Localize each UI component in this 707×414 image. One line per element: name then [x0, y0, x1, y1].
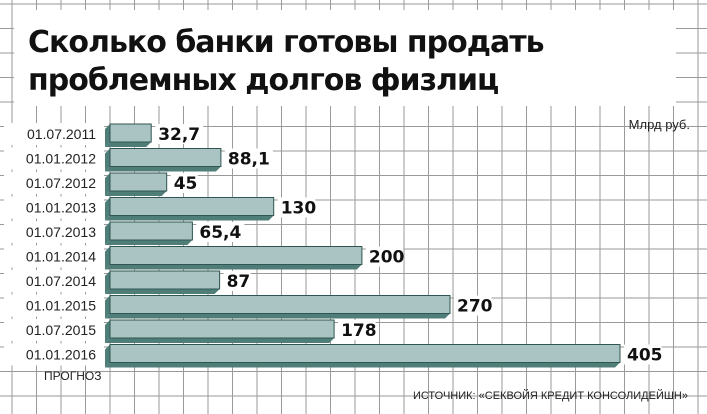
- value-label: 45: [174, 174, 198, 194]
- category-label: 01.01.2013: [26, 200, 96, 216]
- bar: [109, 123, 152, 143]
- category-label: 01.07.2015: [26, 322, 96, 338]
- value-label-background: [454, 295, 492, 316]
- value-label: 87: [227, 272, 251, 292]
- bar-side: [105, 124, 110, 147]
- date-label-background: [4, 343, 104, 366]
- bar-side: [105, 344, 110, 368]
- bar-shadow: [105, 191, 167, 196]
- date-label-background: [4, 270, 104, 292]
- bar: [109, 172, 168, 192]
- bar: [109, 246, 363, 265]
- value-label-background: [624, 344, 662, 365]
- title-panel: [14, 10, 676, 106]
- value-label-background: [155, 124, 204, 144]
- category-label: 01.01.2015: [26, 298, 96, 314]
- bar-shadow: [105, 362, 620, 368]
- bar-side: [105, 173, 110, 196]
- value-label-background: [196, 222, 245, 242]
- bar-shadow: [105, 215, 274, 221]
- category-label: 01.07.2011: [27, 126, 96, 142]
- value-label: 405: [627, 346, 663, 366]
- date-label-background: [4, 319, 104, 341]
- bar: [109, 295, 451, 314]
- bar-side: [105, 320, 110, 343]
- bars-group: 01.07.2011 32,7 01.01.2012 88,1 01.07.2012 45…: [4, 123, 663, 368]
- date-label-background: [4, 221, 104, 243]
- value-label-background: [277, 197, 316, 218]
- value-label-background: [365, 246, 404, 267]
- bar-shadow: [105, 264, 362, 270]
- category-label: 01.07.2012: [26, 175, 96, 191]
- units-label: Млрд руб.: [629, 117, 690, 132]
- bar: [109, 344, 621, 363]
- bar: [109, 197, 275, 216]
- date-label-background: [4, 245, 104, 268]
- bar-side: [105, 271, 110, 294]
- bar-side: [105, 148, 110, 172]
- date-label-background: [4, 147, 104, 170]
- value-label-background: [224, 148, 273, 169]
- bar-shadow: [105, 142, 152, 147]
- chart-title-line-1: Сколько банки готовы продать: [28, 25, 544, 60]
- value-label: 178: [341, 321, 377, 341]
- bar: [109, 270, 221, 290]
- category-label: 01.07.2014: [26, 273, 96, 289]
- value-label: 130: [281, 199, 317, 219]
- bar-shadow: [105, 240, 193, 245]
- bar-side: [105, 246, 110, 270]
- date-label-background: [4, 172, 104, 194]
- forecast-note: ПРОГНОЗ: [44, 369, 101, 383]
- value-label: 200: [369, 248, 405, 268]
- value-label: 32,7: [158, 125, 200, 145]
- value-label: 65,4: [199, 223, 241, 243]
- bar-side: [105, 295, 110, 319]
- bar-side: [105, 197, 110, 221]
- bar-shadow: [105, 313, 450, 319]
- bar: [109, 319, 335, 339]
- value-label-background: [223, 271, 251, 291]
- value-label-background: [170, 173, 198, 193]
- category-label: 01.01.2016: [26, 347, 96, 363]
- category-label: 01.07.2013: [26, 224, 96, 240]
- bar: [109, 221, 193, 241]
- bar-side: [105, 222, 110, 245]
- source-note: ИСТОЧНИК: «СЕКВОЙЯ КРЕДИТ КОНСОЛИДЕЙШН»: [413, 389, 688, 402]
- bar-shadow: [105, 289, 220, 294]
- date-label-background: [4, 196, 104, 219]
- date-label-background: [4, 123, 104, 145]
- bar-shadow: [105, 338, 335, 343]
- category-label: 01.01.2014: [26, 249, 96, 265]
- value-label: 88,1: [228, 150, 270, 170]
- value-label-background: [338, 320, 376, 340]
- date-label-background: [4, 294, 104, 317]
- chart-title-line-2: проблемных долгов физлиц: [28, 63, 498, 98]
- bar: [109, 148, 222, 167]
- category-label: 01.01.2012: [26, 151, 96, 167]
- bar-shadow: [105, 166, 221, 172]
- value-label: 270: [457, 297, 493, 317]
